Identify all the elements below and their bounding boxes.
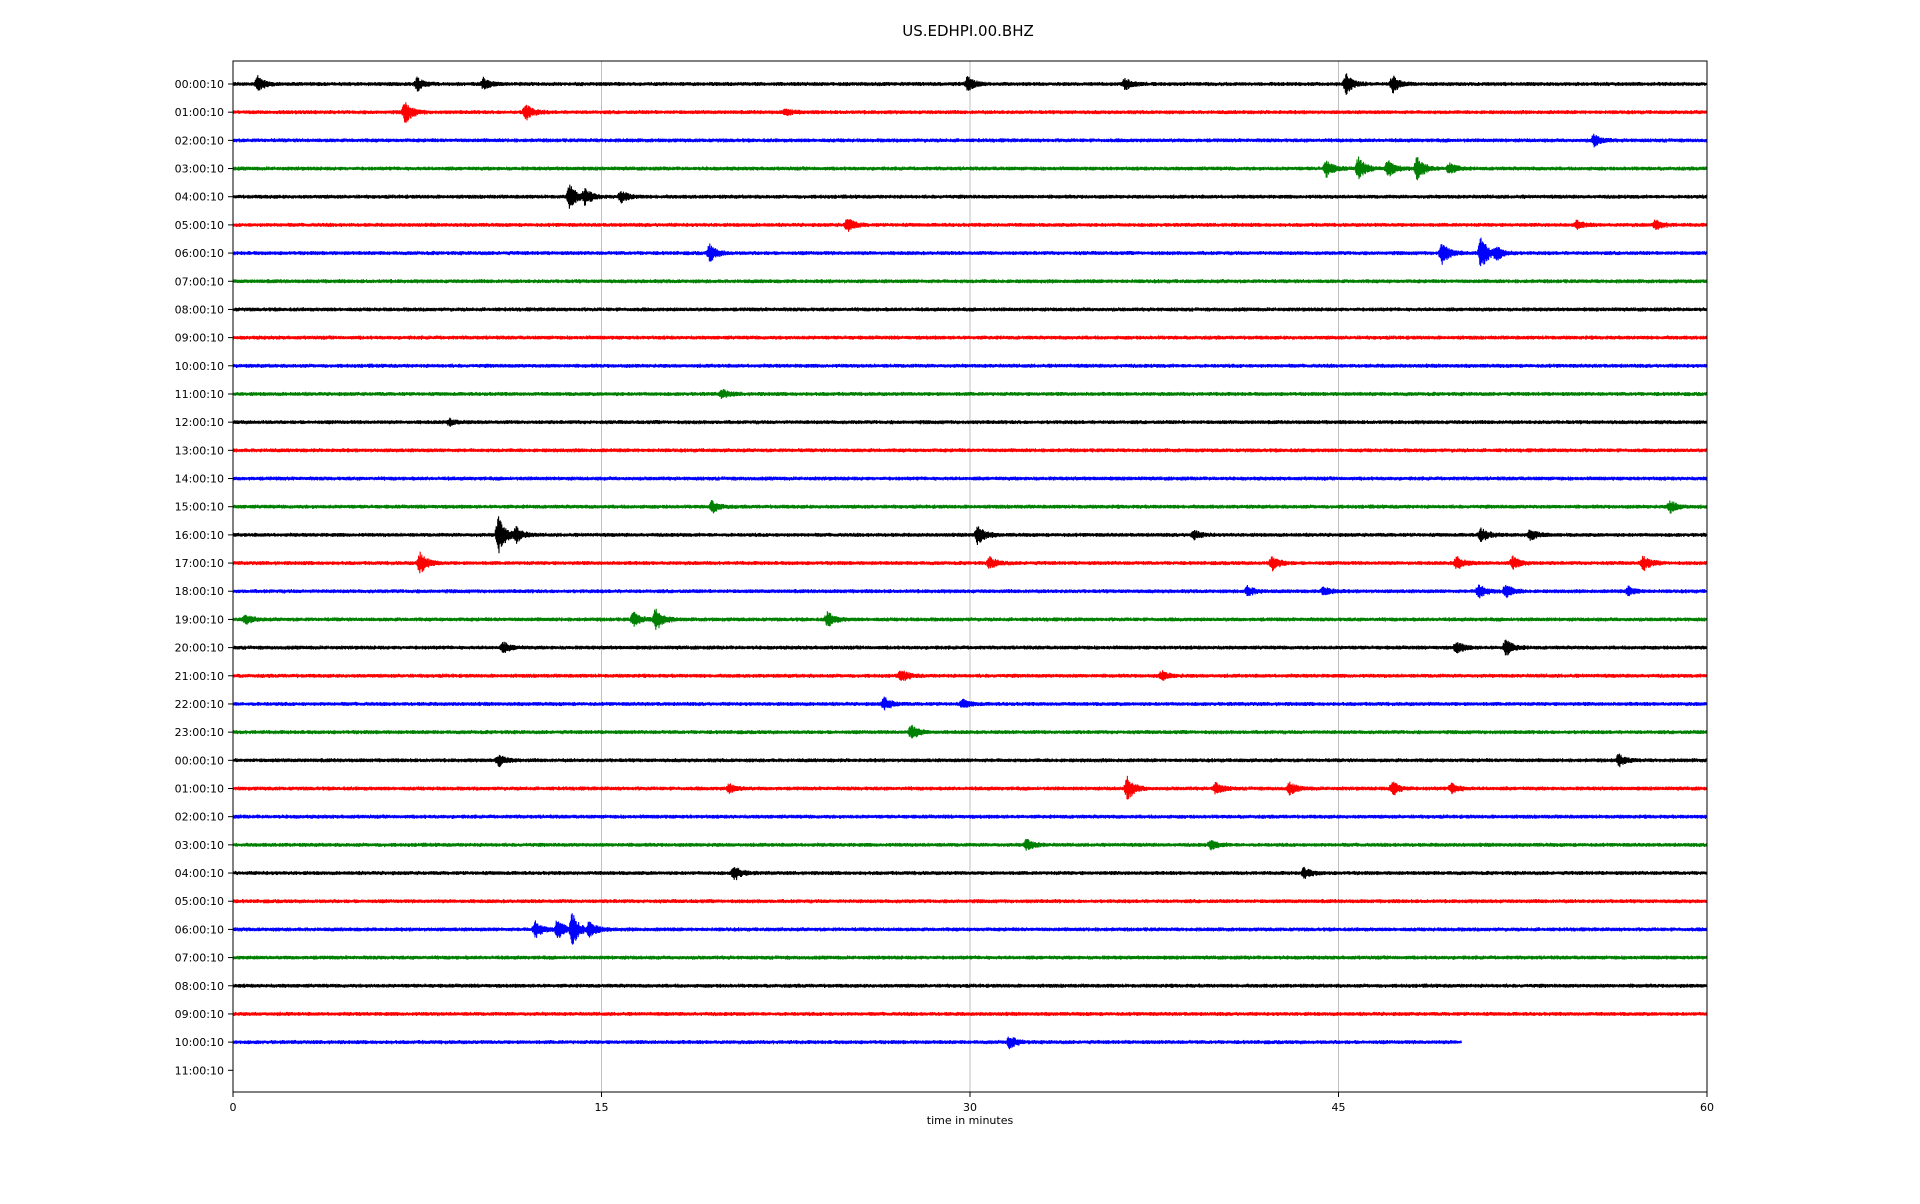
row-time-label: 10:00:10 (175, 1036, 224, 1049)
row-time-label: 07:00:10 (175, 952, 224, 965)
vertical-grid (601, 61, 1339, 1092)
row-time-label: 00:00:10 (175, 78, 224, 91)
row-time-label: 03:00:10 (175, 163, 224, 176)
trace-row-4 (232, 156, 1708, 181)
trace-row-9 (232, 307, 1708, 312)
trace-row-28 (232, 838, 1708, 851)
row-time-label: 10:00:10 (175, 360, 224, 373)
trace-row-15 (232, 476, 1708, 481)
trace-row-26 (232, 775, 1708, 800)
trace-row-7 (232, 237, 1708, 267)
trace-row-16 (232, 500, 1708, 514)
x-tick-label: 0 (230, 1101, 237, 1114)
x-tick-label: 60 (1700, 1101, 1714, 1114)
x-tick-label: 30 (963, 1101, 977, 1114)
row-time-label: 03:00:10 (175, 839, 224, 852)
row-time-label: 09:00:10 (175, 1008, 224, 1021)
trace-row-3 (232, 133, 1708, 148)
trace-row-24 (232, 724, 1708, 739)
trace-layer (232, 73, 1708, 1050)
trace-row-14 (232, 448, 1708, 453)
x-axis-label: time in minutes (927, 1114, 1014, 1127)
row-time-label: 02:00:10 (175, 811, 224, 824)
trace-row-31 (232, 913, 1708, 945)
trace-row-5 (232, 184, 1708, 209)
row-time-label: 12:00:10 (175, 416, 224, 429)
row-time-label: 08:00:10 (175, 303, 224, 316)
trace-row-8 (232, 279, 1708, 284)
row-time-label: 05:00:10 (175, 895, 224, 908)
trace-row-20 (232, 608, 1708, 630)
row-time-label: 04:00:10 (175, 191, 224, 204)
trace-row-34 (232, 1011, 1708, 1017)
trace-row-29 (232, 866, 1708, 881)
trace-row-17 (232, 516, 1708, 554)
trace-row-25 (232, 753, 1708, 768)
trace-row-13 (232, 417, 1708, 427)
row-time-label: 13:00:10 (175, 444, 224, 457)
trace-row-27 (232, 814, 1708, 819)
row-time-label: 19:00:10 (175, 613, 224, 626)
trace-row-1 (232, 73, 1708, 95)
trace-row-18 (232, 551, 1708, 574)
row-time-label: 05:00:10 (175, 219, 224, 232)
row-time-label: 04:00:10 (175, 867, 224, 880)
trace-row-33 (232, 983, 1708, 988)
row-time-label: 02:00:10 (175, 134, 224, 147)
chart-title: US.EDHPI.00.BHZ (902, 22, 1034, 40)
row-time-label: 14:00:10 (175, 473, 224, 486)
trace-row-22 (232, 670, 1708, 681)
row-time-label: 20:00:10 (175, 642, 224, 655)
row-time-label: 01:00:10 (175, 106, 224, 119)
row-time-label: 08:00:10 (175, 980, 224, 993)
row-time-label: 23:00:10 (175, 726, 224, 739)
trace-row-35 (232, 1036, 1462, 1050)
trace-row-32 (232, 955, 1708, 960)
trace-row-21 (232, 639, 1708, 656)
row-time-label: 17:00:10 (175, 557, 224, 570)
trace-row-12 (232, 389, 1708, 400)
trace-row-11 (232, 363, 1708, 369)
x-axis-ticks: 0 15 30 45 60 (230, 1092, 1714, 1114)
row-time-label: 15:00:10 (175, 501, 224, 514)
row-labels: 00:00:10 01:00:10 02:00:10 03:00:10 04:00:10… (175, 78, 233, 1077)
trace-row-6 (232, 219, 1708, 232)
x-tick-label: 15 (595, 1101, 609, 1114)
trace-row-30 (232, 899, 1708, 904)
row-time-label: 00:00:10 (175, 754, 224, 767)
row-time-label: 11:00:10 (175, 1064, 224, 1077)
row-time-label: 21:00:10 (175, 670, 224, 683)
row-time-label: 11:00:10 (175, 388, 224, 401)
row-time-label: 07:00:10 (175, 275, 224, 288)
row-time-label: 16:00:10 (175, 529, 224, 542)
row-time-label: 09:00:10 (175, 332, 224, 345)
row-time-label: 22:00:10 (175, 698, 224, 711)
trace-row-19 (232, 584, 1708, 599)
row-time-label: 06:00:10 (175, 923, 224, 936)
trace-row-2 (232, 102, 1708, 123)
x-tick-label: 45 (1332, 1101, 1346, 1114)
row-time-label: 06:00:10 (175, 247, 224, 260)
trace-row-10 (232, 335, 1708, 340)
row-time-label: 18:00:10 (175, 585, 224, 598)
row-time-label: 01:00:10 (175, 783, 224, 796)
trace-row-23 (232, 696, 1708, 711)
